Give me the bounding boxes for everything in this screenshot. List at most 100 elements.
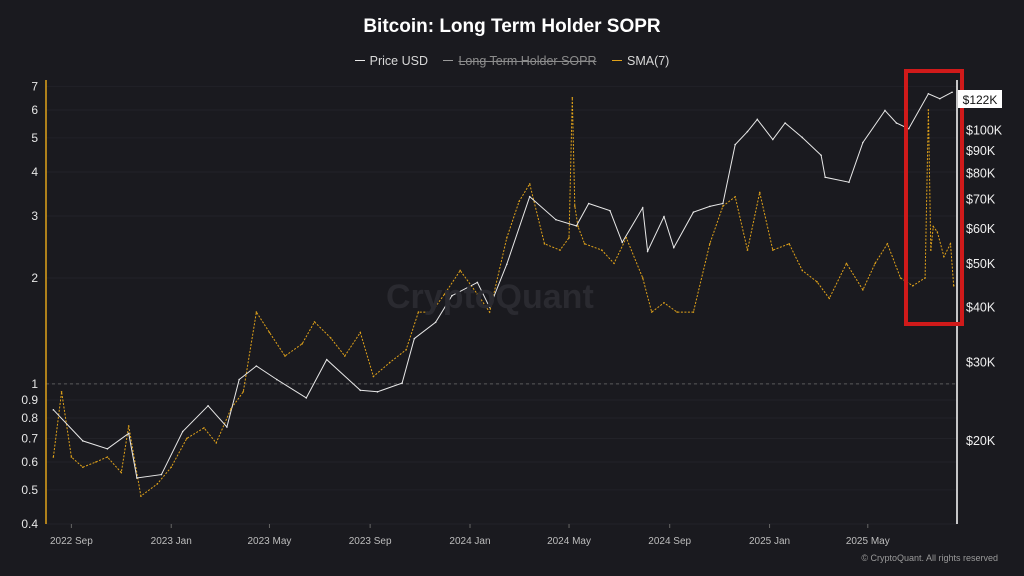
sma7-point <box>758 191 761 194</box>
price-point <box>325 358 328 361</box>
series-price-usd-line <box>53 91 953 479</box>
price-point <box>451 294 453 297</box>
sma7-point <box>127 425 130 427</box>
left-tick-label: 2 <box>31 271 38 285</box>
legend-item-sma7[interactable]: SMA(7) <box>611 54 669 68</box>
legend-item-price-usd[interactable]: Price USD <box>354 54 428 68</box>
sma7-point <box>663 301 665 304</box>
left-tick-label: 3 <box>31 209 38 223</box>
sma7-point <box>476 293 479 295</box>
sma7-point <box>185 437 188 440</box>
price-point <box>52 409 55 411</box>
price-point <box>641 207 644 209</box>
x-tick-label: 2024 Jan <box>449 536 490 547</box>
sma7-point <box>927 109 930 111</box>
price-point <box>621 241 624 244</box>
sma7-point <box>577 225 579 228</box>
price-point <box>181 430 184 433</box>
sma7-point <box>459 269 461 272</box>
legend-item-lth-sopr[interactable]: Long Term Holder SOPR <box>443 53 597 68</box>
sma7-point <box>571 96 574 99</box>
sma7-point <box>488 311 491 313</box>
sma7-point <box>828 297 831 300</box>
right-tick-label: $40K <box>966 300 996 314</box>
sma7-point <box>722 205 724 207</box>
price-point <box>127 432 130 435</box>
price-point <box>434 321 437 324</box>
sma7-point <box>613 262 615 265</box>
price-point <box>376 391 379 393</box>
right-tick-label: $20K <box>966 434 996 448</box>
price-point <box>587 202 590 205</box>
sma7-point <box>932 225 935 228</box>
sma7-point <box>734 196 736 198</box>
price-point <box>672 246 675 249</box>
sma7-point <box>140 495 142 497</box>
left-tick-label: 0.5 <box>21 483 38 497</box>
sma7-point <box>284 355 286 357</box>
price-point <box>401 382 403 384</box>
x-tick-label: 2025 May <box>846 536 890 547</box>
x-tick-label: 2023 Sep <box>349 536 392 547</box>
left-tick-label: 0.8 <box>21 411 38 425</box>
price-point <box>862 141 864 144</box>
watermark: CryptoQuant <box>386 278 594 316</box>
x-tick-label: 2024 May <box>547 536 591 547</box>
sma7-point <box>518 200 520 203</box>
right-tick-label: $90K <box>966 144 996 158</box>
right-tick-label: $70K <box>966 192 996 206</box>
sma7-point <box>359 331 362 334</box>
sma7-point <box>788 243 791 245</box>
sma7-point <box>772 249 774 251</box>
x-tick-label: 2025 Jan <box>749 536 790 547</box>
price-point <box>848 181 850 184</box>
sma7-point <box>506 237 508 239</box>
sma7-point <box>936 231 939 233</box>
sma7-point <box>543 243 546 245</box>
price-point <box>663 215 665 218</box>
price-point <box>824 176 827 179</box>
left-tick-label: 1 <box>31 377 38 391</box>
price-point <box>276 378 278 381</box>
price-point <box>709 205 711 208</box>
left-tick-label: 7 <box>31 79 38 93</box>
price-point <box>575 225 578 227</box>
sma7-point <box>430 311 433 313</box>
price-point <box>528 195 531 198</box>
sma7-point <box>600 249 603 251</box>
highlight-box <box>904 69 964 326</box>
x-tick-label: 2023 Jan <box>151 536 192 547</box>
sma7-point <box>52 456 55 458</box>
sma7-point <box>568 237 570 239</box>
price-point <box>692 211 695 213</box>
x-tick-label: 2024 Sep <box>648 536 691 547</box>
legend-label: Long Term Holder SOPR <box>458 53 597 68</box>
sma7-point <box>641 277 644 279</box>
price-point <box>820 154 822 157</box>
price-point <box>136 477 138 479</box>
sma7-point <box>676 311 678 313</box>
price-point <box>722 202 724 205</box>
price-point <box>927 93 930 95</box>
right-axis-ticks: $100K $90K $80K $70K $60K $50K $40K $30K $20K <box>966 124 1003 448</box>
left-tick-label: 0.7 <box>21 431 38 445</box>
price-point <box>734 143 736 146</box>
price-point <box>207 404 209 407</box>
price-point <box>609 209 611 212</box>
sma7-point <box>215 442 218 444</box>
sma7-point <box>952 284 955 287</box>
left-tick-label: 0.6 <box>21 455 38 469</box>
sma7-point <box>949 243 952 245</box>
copyright-credit: © CryptoQuant. All rights reserved <box>861 553 998 563</box>
price-point <box>895 122 898 124</box>
sma7-point <box>930 249 932 251</box>
price-point <box>555 218 557 221</box>
sma7-point <box>912 284 914 287</box>
sma7-point <box>343 355 346 357</box>
sma7-point <box>255 311 258 313</box>
sma7-point <box>388 361 391 364</box>
price-point <box>951 91 953 94</box>
price-point <box>646 250 649 253</box>
legend: Price USD Long Term Holder SOPR SMA(7) <box>0 50 1024 68</box>
right-tick-label: $60K <box>966 222 996 236</box>
